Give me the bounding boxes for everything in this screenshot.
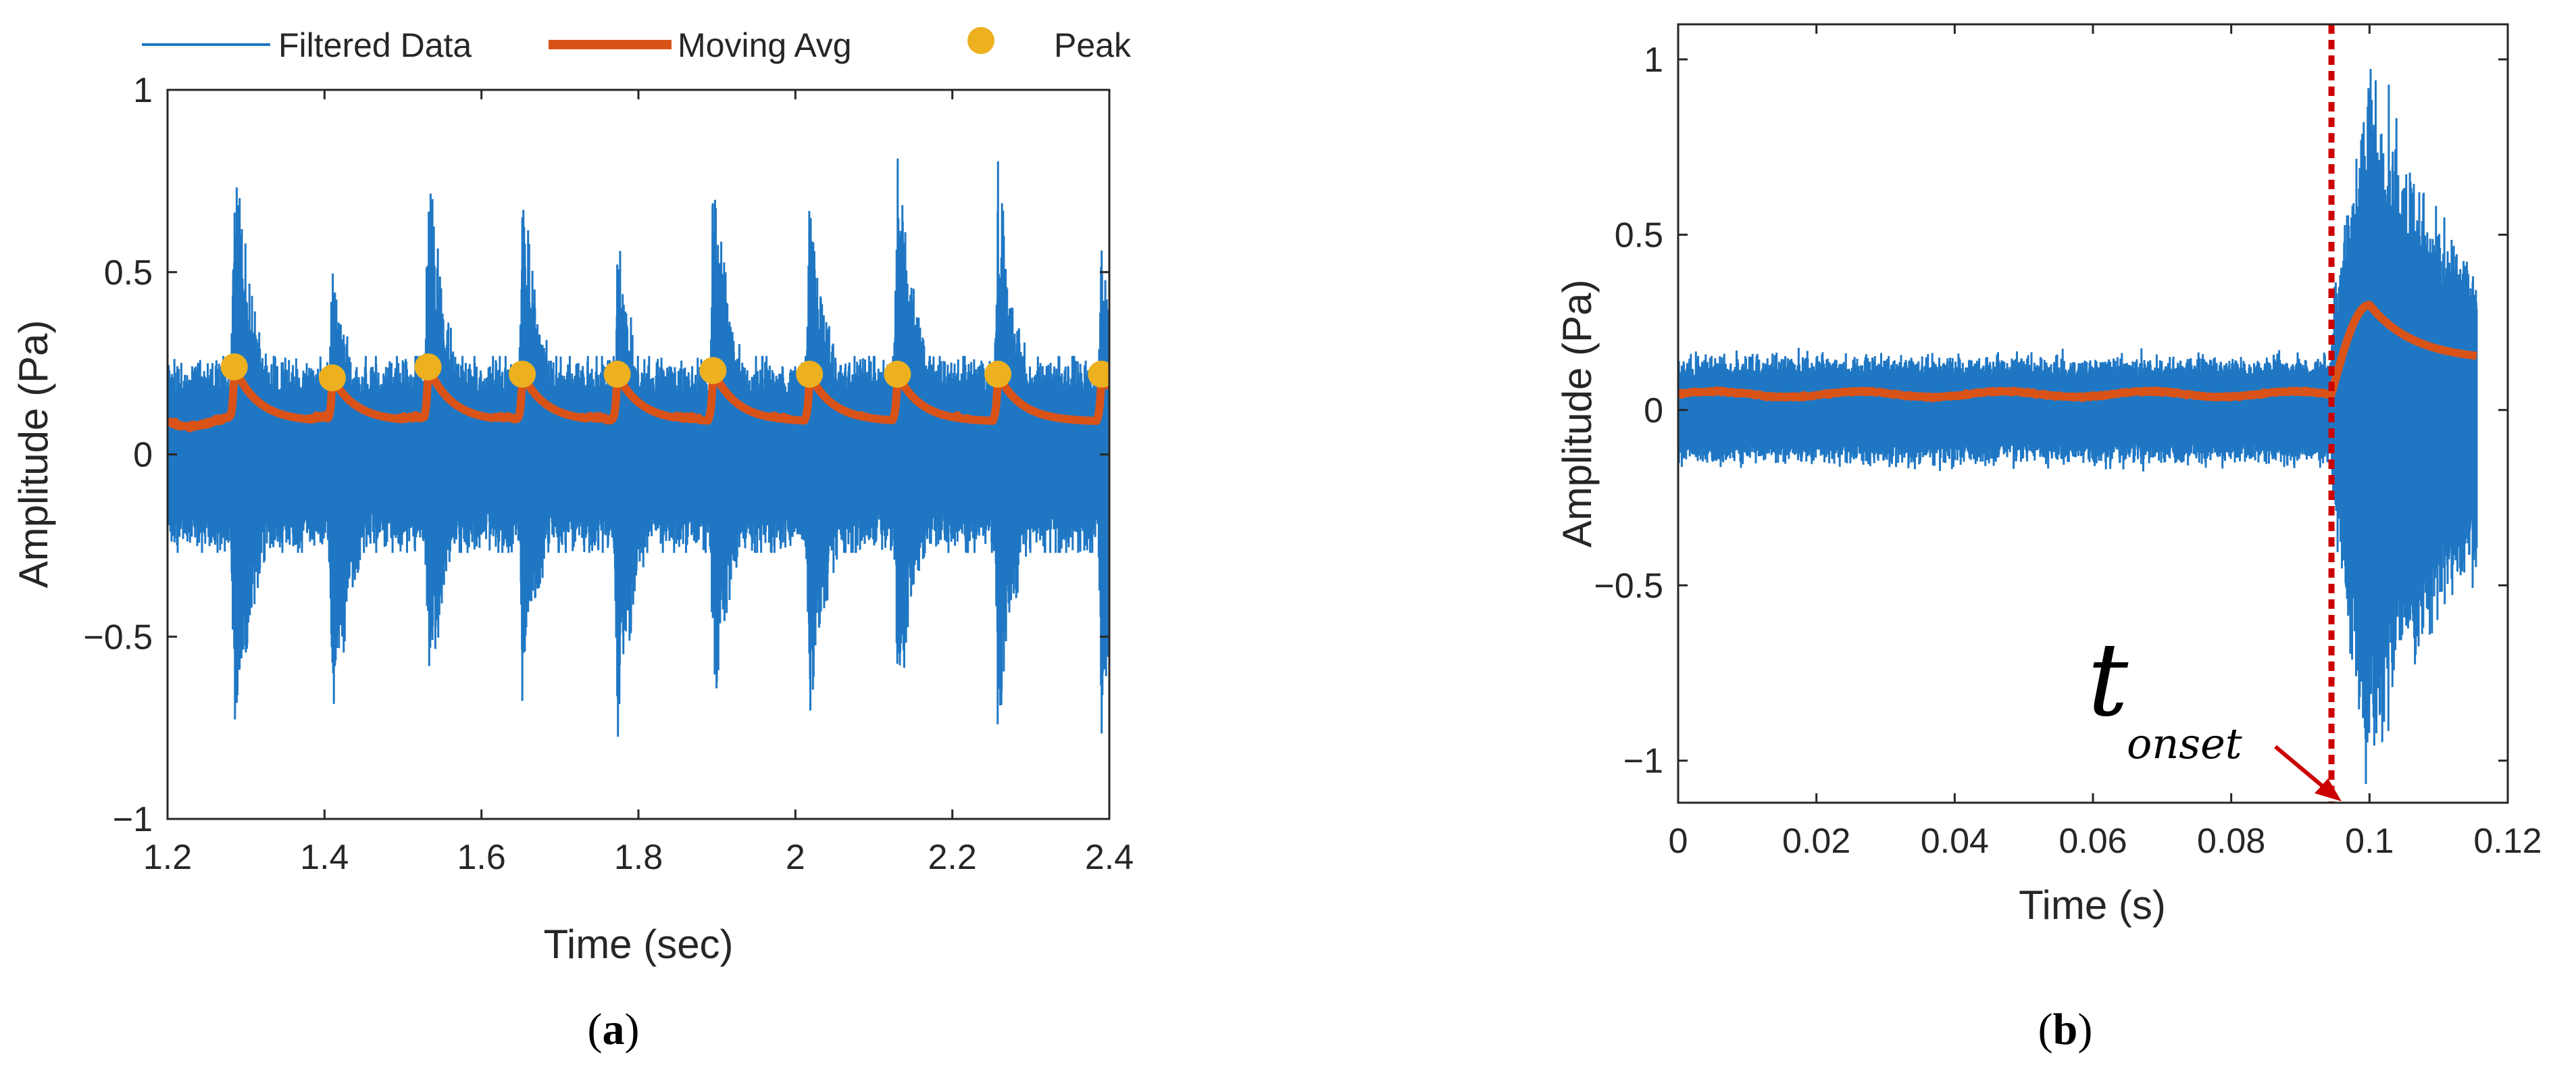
y-axis-label-a: Amplitude (Pa) [11, 320, 56, 589]
a-y-tick-label-0: −1 [113, 800, 153, 839]
a-x-tick-label-0: 1.2 [143, 838, 192, 877]
peak-marker-6 [796, 360, 824, 388]
a-y-tick-label-2: 0 [133, 436, 153, 475]
onset-subscript: onset [2127, 719, 2242, 768]
b-x-tick-label-3: 0.06 [2059, 822, 2127, 861]
x-axis-b: 0 0.02 0.04 0.06 0.08 0.1 0.12 [1669, 24, 2542, 861]
series-peak [220, 353, 1109, 392]
legend-label-moving-avg: Moving Avg [678, 26, 852, 64]
peak-marker-0 [220, 353, 248, 381]
b-x-tick-label-6: 0.12 [2473, 822, 2542, 861]
a-x-tick-label-6: 2.4 [1085, 838, 1134, 877]
a-y-tick-label-4: 1 [133, 71, 153, 110]
legend-label-filtered-data: Filtered Data [278, 26, 472, 64]
caption-b-close: ) [2077, 1005, 2092, 1054]
b-x-tick-label-0: 0 [1669, 822, 1688, 861]
a-x-tick-label-2: 1.6 [457, 838, 506, 877]
y-axis-b: −1 −0.5 0 0.5 1 [1594, 41, 2508, 781]
b-x-tick-label-1: 0.02 [1782, 822, 1850, 861]
peak-marker-5 [699, 357, 727, 384]
legend-label-peak: Peak [1054, 26, 1132, 64]
series-moving-avg [168, 364, 1109, 432]
chart-panel-b: 0 0.02 0.04 0.06 0.08 0.1 0.12 −1 −0.5 0 0.5 1 Tim… [1555, 23, 2542, 1054]
legend-marker-peak [967, 27, 994, 54]
a-x-tick-label-3: 1.8 [614, 838, 663, 877]
caption-a-close: ) [625, 1005, 640, 1054]
caption-a-open: ( [588, 1005, 603, 1054]
y-axis-label-b: Amplitude (Pa) [1555, 280, 1600, 548]
caption-a: (a) [588, 1005, 640, 1054]
peak-marker-1 [318, 364, 346, 392]
series-filtered-data [168, 158, 1109, 737]
x-axis-label-a: Time (sec) [543, 922, 733, 967]
a-x-tick-label-1: 1.4 [300, 838, 349, 877]
legend: Filtered Data Moving Avg Peak [142, 26, 1132, 64]
a-x-tick-label-5: 2.2 [928, 838, 977, 877]
peak-marker-7 [884, 360, 911, 388]
x-axis-a: 1.2 1.4 1.6 1.8 2 2.2 2.4 [143, 90, 1134, 877]
x-axis-label-b: Time (s) [2019, 882, 2166, 928]
onset-arrow [2274, 745, 2331, 794]
peak-marker-8 [984, 360, 1012, 388]
b-y-tick-label-4: 1 [1644, 41, 1663, 80]
b-y-tick-label-3: 0.5 [1615, 216, 1663, 255]
chart-panel-a: Filtered Data Moving Avg Peak 1.2 1.4 1.6 1… [11, 26, 1134, 1054]
b-y-tick-label-1: −0.5 [1594, 566, 1663, 605]
b-x-tick-label-5: 0.1 [2345, 822, 2394, 861]
a-x-tick-label-4: 2 [786, 838, 805, 877]
a-y-tick-label-1: −0.5 [83, 618, 153, 657]
onset-arrow-head [2315, 778, 2342, 801]
peak-marker-3 [509, 360, 536, 388]
peak-marker-2 [414, 353, 442, 381]
caption-b-open: ( [2038, 1005, 2053, 1054]
peak-marker-4 [603, 360, 631, 388]
onset-symbol: t [2088, 622, 2129, 739]
series-filtered-data-b [1678, 68, 2478, 784]
a-y-tick-label-3: 0.5 [104, 253, 153, 293]
series-moving-avg-b [1678, 301, 2480, 403]
peak-marker-9 [1088, 360, 1109, 388]
caption-b-letter: b [2053, 1005, 2078, 1054]
b-x-tick-label-2: 0.04 [1921, 822, 1989, 861]
caption-a-letter: a [603, 1005, 625, 1054]
b-y-tick-label-0: −1 [1623, 742, 1663, 781]
b-x-tick-label-4: 0.08 [2197, 822, 2265, 861]
b-y-tick-label-2: 0 [1644, 391, 1663, 430]
caption-b: (b) [2038, 1005, 2093, 1054]
y-axis-a: −1 −0.5 0 0.5 1 [83, 71, 1109, 839]
onset-annotation: t onset [2088, 622, 2342, 801]
